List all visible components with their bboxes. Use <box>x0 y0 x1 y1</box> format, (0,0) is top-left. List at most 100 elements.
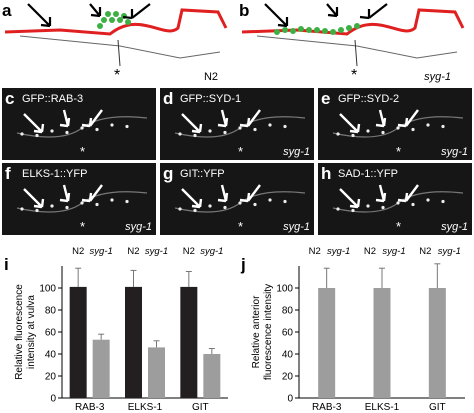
panel-label: d <box>163 89 173 108</box>
micrograph <box>2 88 156 160</box>
commissure <box>354 39 358 67</box>
arrow <box>239 109 261 128</box>
asterisk: * <box>396 219 401 234</box>
y-tick-label: 40 <box>282 350 294 361</box>
ventral-cord <box>256 35 458 59</box>
puncta <box>110 123 114 127</box>
x-tick-label: ELKS-1 <box>128 402 163 413</box>
synapse-dot <box>282 27 288 33</box>
arrow <box>81 109 103 128</box>
synapse-dot <box>306 27 312 33</box>
series-header: N2 <box>183 246 195 257</box>
y-axis-label: intensity at vulva <box>26 295 37 369</box>
puncta <box>208 129 212 133</box>
puncta <box>238 201 242 205</box>
series-header: N2 <box>127 246 139 257</box>
arrow <box>23 188 45 209</box>
arrow <box>217 184 229 203</box>
panel-label: f <box>5 164 11 183</box>
puncta <box>351 133 355 138</box>
bar <box>373 288 391 398</box>
arrow <box>339 188 361 209</box>
panel-label: i <box>4 255 9 274</box>
panel-label: h <box>321 164 331 183</box>
puncta <box>441 124 445 129</box>
synapse-dot <box>314 27 320 33</box>
arrow <box>27 3 52 28</box>
group-header: syg-1 <box>382 246 405 257</box>
puncta <box>178 132 182 136</box>
synapse-dot <box>346 25 352 31</box>
micrograph <box>2 163 156 235</box>
bar <box>203 354 221 398</box>
x-tick-label: RAB-3 <box>75 402 105 413</box>
panel-label: b <box>239 1 249 20</box>
arrow <box>181 188 203 209</box>
micrograph <box>160 163 314 235</box>
panel-label: g <box>163 164 173 183</box>
y-tick-label: 20 <box>45 372 57 383</box>
asterisk: * <box>80 219 85 234</box>
puncta <box>80 201 84 205</box>
puncta <box>411 127 415 132</box>
strain-label: syg-1 <box>125 221 152 233</box>
bar <box>148 347 165 398</box>
marker-label: GIT::YFP <box>180 168 225 180</box>
arrow <box>375 109 387 128</box>
bar <box>92 339 110 398</box>
arrow <box>122 3 151 20</box>
puncta <box>381 205 385 210</box>
x-tick-label: GIT <box>192 402 209 413</box>
x-tick-label: RAB-3 <box>312 402 342 413</box>
series-header: syg-1 <box>145 246 168 257</box>
neuron <box>4 8 228 36</box>
puncta <box>396 126 400 130</box>
arrow <box>23 113 45 134</box>
y-axis-label: Relative anterior <box>251 295 262 368</box>
ventral-cord <box>19 35 221 59</box>
arrow <box>397 109 419 128</box>
asterisk: * <box>238 219 243 234</box>
puncta <box>336 132 340 136</box>
puncta <box>35 208 39 213</box>
puncta <box>178 207 182 211</box>
y-tick-label: 60 <box>282 328 294 339</box>
puncta <box>95 127 99 132</box>
synapse-dot <box>290 28 296 34</box>
arrow <box>339 113 361 134</box>
puncta <box>125 124 129 129</box>
puncta <box>238 126 242 130</box>
x-tick-label: GIT <box>429 402 446 413</box>
puncta <box>396 201 400 205</box>
synapse-dot <box>338 27 344 33</box>
y-tick-label: 60 <box>45 328 57 339</box>
commissure <box>117 39 121 67</box>
puncta <box>283 124 287 129</box>
y-tick-label: 80 <box>45 306 57 317</box>
x-tick-label: ELKS-1 <box>365 402 400 413</box>
y-tick-label: 40 <box>45 350 57 361</box>
asterisk: * <box>238 144 243 159</box>
puncta <box>381 130 385 135</box>
synapse-dot <box>125 19 131 25</box>
puncta <box>80 126 84 130</box>
puncta <box>426 123 430 127</box>
puncta <box>208 204 212 208</box>
puncta <box>366 204 370 208</box>
asterisk: * <box>396 144 401 159</box>
arrow <box>59 109 71 128</box>
puncta <box>193 208 197 213</box>
puncta <box>411 202 415 207</box>
marker-label: SAD-1::YFP <box>338 168 398 180</box>
puncta <box>20 132 24 136</box>
puncta <box>253 202 257 207</box>
group-header: N2 <box>419 246 431 257</box>
puncta <box>268 198 272 202</box>
puncta <box>193 133 197 138</box>
puncta <box>441 199 445 204</box>
y-tick-label: 0 <box>287 394 293 405</box>
micrograph <box>318 163 472 235</box>
panel-label: c <box>5 89 14 108</box>
arrow <box>81 184 103 203</box>
panel-label: e <box>321 89 330 108</box>
